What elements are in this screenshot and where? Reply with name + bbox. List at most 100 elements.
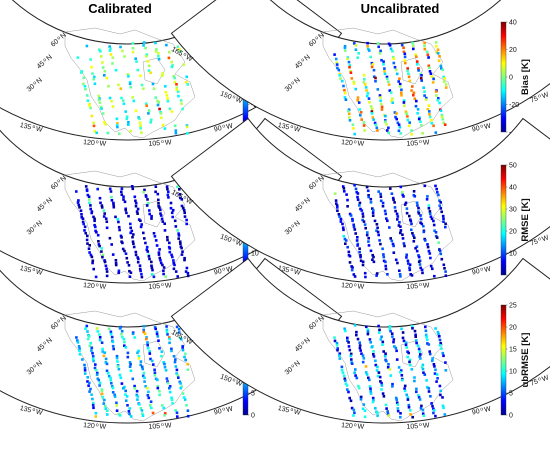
swath-pixel <box>336 347 339 350</box>
swath-pixel <box>91 261 94 265</box>
swath-pixel <box>109 330 113 334</box>
swath-pixel <box>358 341 361 344</box>
swath-pixel <box>354 187 358 191</box>
swath-pixel <box>176 90 180 94</box>
swath-pixel <box>158 107 161 111</box>
swath-pixel <box>157 52 160 55</box>
swath-pixel <box>400 91 403 95</box>
swath-pixel <box>179 245 183 248</box>
swath-pixel <box>98 336 102 339</box>
swath-pixel <box>423 47 427 51</box>
swath-pixel <box>352 273 356 276</box>
swath-pixel <box>365 373 369 376</box>
swath-pixel <box>105 274 109 278</box>
swath-pixel <box>423 184 427 188</box>
swath-pixel <box>414 339 418 342</box>
swath-pixel <box>335 61 338 64</box>
swath-pixel <box>396 407 400 410</box>
swath-pixel <box>421 363 425 367</box>
swath-pixel <box>356 337 360 341</box>
swath-pixel <box>438 344 442 347</box>
swath-pixel <box>442 354 445 358</box>
swath-pixel <box>159 112 163 115</box>
swath-pixel <box>422 86 425 89</box>
swath-pixel <box>366 231 369 234</box>
swath-pixel <box>419 77 423 80</box>
swath-pixel <box>109 190 113 193</box>
swath-pixel <box>431 359 434 363</box>
swath-pixel <box>161 72 164 75</box>
swath-pixel <box>384 260 387 264</box>
swath-pixel <box>129 85 133 89</box>
swath-pixel <box>359 397 363 401</box>
swath-pixel <box>125 395 129 398</box>
swath-pixel <box>424 239 427 242</box>
swath-pixel <box>160 217 164 221</box>
swath-pixel <box>366 332 370 336</box>
swath-pixel <box>342 228 345 232</box>
swath-pixel <box>142 330 146 334</box>
swath-pixel <box>415 63 419 66</box>
swath-pixel <box>85 324 89 328</box>
swath-pixel <box>147 69 151 72</box>
swath-pixel <box>413 97 417 100</box>
swath-pixel <box>137 357 141 360</box>
swath-pixel <box>394 209 397 213</box>
swath-pixel <box>381 204 385 208</box>
swath-pixel <box>112 201 115 205</box>
swath-pixel <box>90 346 94 350</box>
swath-pixel <box>107 371 110 375</box>
swath-pixel <box>387 80 390 83</box>
swath-pixel <box>127 214 130 218</box>
swath-pixel <box>359 111 363 114</box>
swath-pixel <box>82 82 85 86</box>
swath-pixel <box>416 108 420 111</box>
swath-pixel <box>137 349 140 353</box>
swath-pixel <box>439 393 442 397</box>
swath-pixel <box>333 53 336 56</box>
swath-pixel <box>364 86 368 89</box>
swath-pixel <box>139 126 142 130</box>
swath-pixel <box>432 219 435 223</box>
swath-pixel <box>341 371 345 375</box>
swath-pixel <box>122 337 126 341</box>
swath-pixel <box>444 270 447 273</box>
swath-pixel <box>421 408 425 412</box>
swath-pixel <box>122 99 125 102</box>
swath-pixel <box>121 247 125 251</box>
swath-pixel <box>402 99 406 102</box>
swath-pixel <box>157 251 161 254</box>
swath-pixel <box>398 77 401 80</box>
swath-pixel <box>418 263 422 266</box>
swath-pixel <box>180 385 183 388</box>
swath-pixel <box>180 204 184 208</box>
swath-pixel <box>421 367 425 371</box>
swath-pixel <box>138 403 141 406</box>
swath-pixel <box>399 185 403 189</box>
swath-pixel <box>127 264 131 267</box>
swath-pixel <box>145 104 148 108</box>
swath-pixel <box>344 242 347 245</box>
swath-pixel <box>379 195 383 198</box>
swath-pixel <box>371 396 375 400</box>
longitude-label: 120oW <box>341 138 365 148</box>
swath-pixel <box>113 395 117 398</box>
swath-pixel <box>105 362 109 366</box>
swath-pixel <box>400 374 404 377</box>
swath-pixel <box>444 222 447 226</box>
swath-pixel <box>379 192 382 196</box>
swath-pixel <box>89 204 92 207</box>
swath-pixel <box>422 371 425 374</box>
swath-pixel <box>419 407 423 410</box>
swath-pixel <box>437 333 440 336</box>
swath-pixel <box>147 253 151 257</box>
swath-pixel <box>153 368 156 372</box>
swath-pixel <box>380 388 383 391</box>
swath-pixel <box>93 219 96 223</box>
swath-pixel <box>139 219 142 223</box>
latitude-label: 60oN <box>307 314 326 331</box>
swath-pixel <box>148 352 152 355</box>
swath-pixel <box>372 118 375 121</box>
swath-pixel <box>405 112 408 115</box>
swath-pixel <box>148 404 152 407</box>
